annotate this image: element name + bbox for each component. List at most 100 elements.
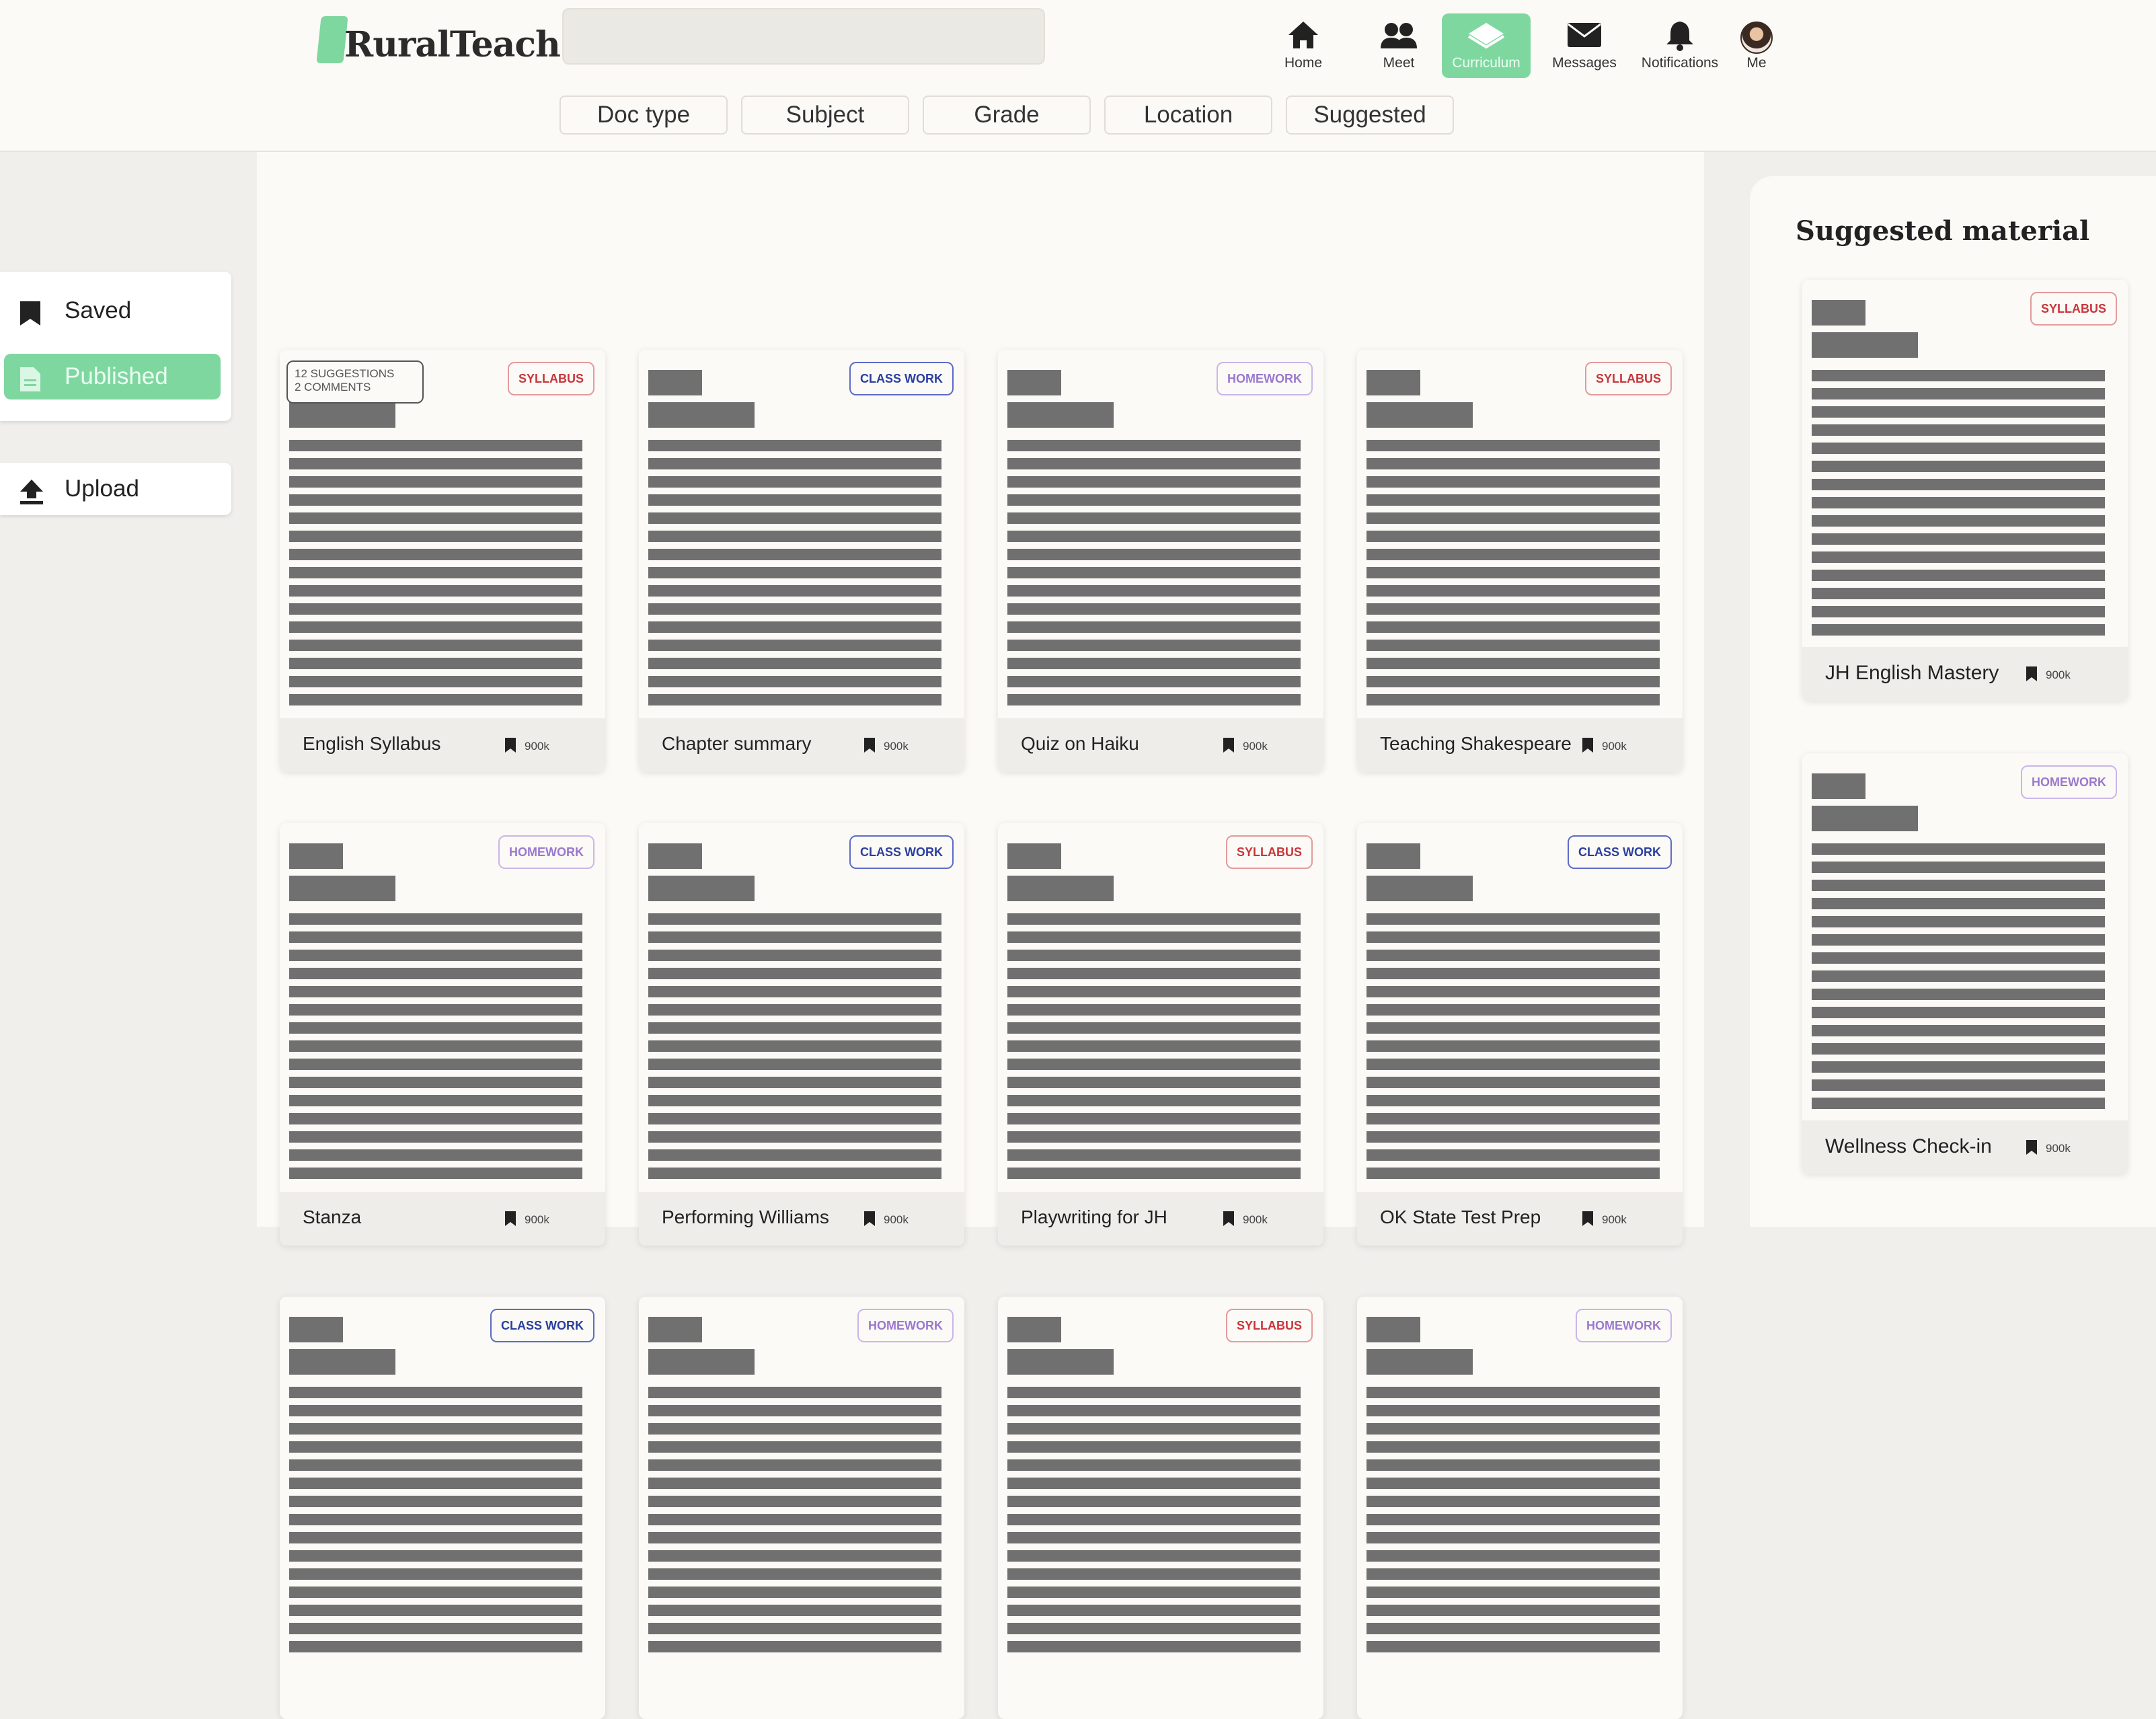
panel-title: Suggested material — [1796, 215, 2090, 247]
document-preview — [1366, 1297, 1673, 1665]
nav-messages-label: Messages — [1552, 55, 1617, 71]
card-footer: Stanza 900k — [280, 1192, 605, 1246]
card-footer: Teaching Shakespeare 900k — [1357, 718, 1683, 772]
card-footer: Chapter summary 900k — [639, 718, 964, 772]
comment-stats-badge[interactable]: 12 SUGGESTIONS 2 COMMENTS — [286, 360, 424, 404]
app-logo[interactable]: RuralTeach — [316, 12, 561, 69]
card-title: Teaching Shakespeare — [1380, 733, 1572, 754]
nav-meet[interactable]: Meet — [1354, 13, 1443, 78]
nav-home-label: Home — [1284, 55, 1323, 71]
home-icon — [1288, 22, 1318, 48]
tag-badge: CLASS WORK — [1568, 835, 1672, 869]
tag-badge: HOMEWORK — [1576, 1309, 1672, 1342]
save-count-value: 900k — [2046, 1142, 2071, 1155]
document-card[interactable]: HOMEWORK — [639, 1297, 964, 1719]
document-preview — [289, 823, 596, 1192]
tag-badge: SYLLABUS — [2030, 292, 2117, 326]
document-card[interactable]: SYLLABUS — [998, 1297, 1323, 1719]
document-card[interactable]: CLASS WORK — [280, 1297, 605, 1719]
card-title: Stanza — [303, 1207, 362, 1227]
suggestions-count: 12 SUGGESTIONS — [295, 367, 395, 380]
people-icon — [1381, 23, 1417, 48]
document-card[interactable]: CLASS WORK OK State Test Prep 900k — [1357, 823, 1683, 1246]
document-preview — [1007, 350, 1314, 718]
document-preview — [289, 1297, 596, 1665]
card-title: English Syllabus — [303, 733, 441, 754]
document-icon — [20, 367, 40, 391]
document-card[interactable]: HOMEWORK — [1357, 1297, 1683, 1719]
bookmark-icon — [20, 301, 40, 326]
nav-me[interactable]: Me — [1723, 13, 1790, 78]
document-preview — [648, 350, 955, 718]
document-preview — [1007, 1297, 1314, 1665]
save-count-value: 900k — [525, 1213, 549, 1226]
bookmark-icon — [505, 1211, 516, 1226]
top-bar: RuralTeach Home Meet Curriculum Messages… — [0, 0, 2156, 152]
sidebar-item-label: Upload — [65, 475, 139, 502]
avatar — [1740, 22, 1773, 54]
tag-badge: SYLLABUS — [507, 362, 594, 395]
document-grid: 12 SUGGESTIONS 2 COMMENTS SYLLABUS Engli… — [257, 152, 1704, 1719]
card-footer: JH English Mastery 900k — [1802, 647, 2128, 701]
document-preview — [1366, 350, 1673, 718]
card-footer: Quiz on Haiku 900k — [998, 718, 1323, 772]
suggested-card[interactable]: SYLLABUS JH English Mastery 900k — [1802, 280, 2128, 701]
upload-menu: Upload — [0, 463, 231, 515]
nav-notifications[interactable]: Notifications — [1635, 13, 1724, 78]
app-name: RuralTeach — [344, 24, 561, 65]
search-input[interactable] — [562, 8, 1045, 65]
filter-grade[interactable]: Grade — [923, 96, 1091, 135]
nav-curriculum-label: Curriculum — [1452, 55, 1520, 71]
card-footer: Performing Williams 900k — [639, 1192, 964, 1246]
sidebar-item-label: Published — [65, 363, 168, 389]
save-count-value: 900k — [1602, 740, 1627, 753]
document-card[interactable]: HOMEWORK Quiz on Haiku 900k — [998, 350, 1323, 772]
document-card[interactable]: SYLLABUS Teaching Shakespeare 900k — [1357, 350, 1683, 772]
card-title: JH English Mastery — [1825, 662, 1999, 684]
document-card[interactable]: SYLLABUS Playwriting for JH 900k — [998, 823, 1323, 1246]
document-card[interactable]: CLASS WORK Performing Williams 900k — [639, 823, 964, 1246]
logo-mark — [316, 16, 348, 63]
tag-badge: HOMEWORK — [2021, 765, 2117, 799]
document-preview — [648, 823, 955, 1192]
suggested-panel: Suggested material SYLLABUS JH English M… — [1750, 176, 2156, 1227]
tag-badge: HOMEWORK — [498, 835, 594, 869]
document-card[interactable]: HOMEWORK Stanza 900k — [280, 823, 605, 1246]
filter-doc-type[interactable]: Doc type — [560, 96, 728, 135]
card-footer: English Syllabus 900k — [280, 718, 605, 772]
tag-badge: SYLLABUS — [1225, 1309, 1313, 1342]
document-preview — [1812, 280, 2118, 648]
tag-badge: HOMEWORK — [1217, 362, 1313, 395]
sidebar-item-saved[interactable]: Saved — [4, 288, 221, 334]
bookmark-icon — [1582, 1211, 1593, 1226]
document-card[interactable]: 12 SUGGESTIONS 2 COMMENTS SYLLABUS Engli… — [280, 350, 605, 772]
filter-location[interactable]: Location — [1104, 96, 1272, 135]
nav-meet-label: Meet — [1383, 55, 1415, 71]
nav-home[interactable]: Home — [1259, 13, 1348, 78]
sidebar-item-upload[interactable]: Upload — [4, 466, 221, 512]
save-count-value: 900k — [884, 1213, 909, 1226]
card-footer: OK State Test Prep 900k — [1357, 1192, 1683, 1246]
filter-subject[interactable]: Subject — [741, 96, 909, 135]
bookmark-icon — [1582, 738, 1593, 753]
document-preview — [289, 350, 596, 718]
nav-messages[interactable]: Messages — [1540, 13, 1629, 78]
save-count-value: 900k — [1243, 1213, 1268, 1226]
bookmark-icon — [1223, 1211, 1234, 1226]
bookmark-icon — [2026, 666, 2037, 681]
document-preview — [648, 1297, 955, 1665]
card-title: Performing Williams — [662, 1207, 829, 1227]
suggested-card[interactable]: HOMEWORK Wellness Check-in 900k — [1802, 753, 2128, 1174]
bookmark-icon — [2026, 1140, 2037, 1155]
card-title: Quiz on Haiku — [1021, 733, 1139, 754]
tag-badge: CLASS WORK — [849, 362, 954, 395]
sidebar-item-label: Saved — [65, 297, 132, 323]
filter-suggested[interactable]: Suggested — [1286, 96, 1454, 135]
tag-badge: SYLLABUS — [1584, 362, 1672, 395]
save-count-value: 900k — [2046, 668, 2071, 681]
nav-curriculum[interactable]: Curriculum — [1442, 13, 1531, 78]
sidebar-item-published[interactable]: Published — [4, 354, 221, 399]
document-card[interactable]: CLASS WORK Chapter summary 900k — [639, 350, 964, 772]
tag-badge: CLASS WORK — [849, 835, 954, 869]
document-preview — [1366, 823, 1673, 1192]
